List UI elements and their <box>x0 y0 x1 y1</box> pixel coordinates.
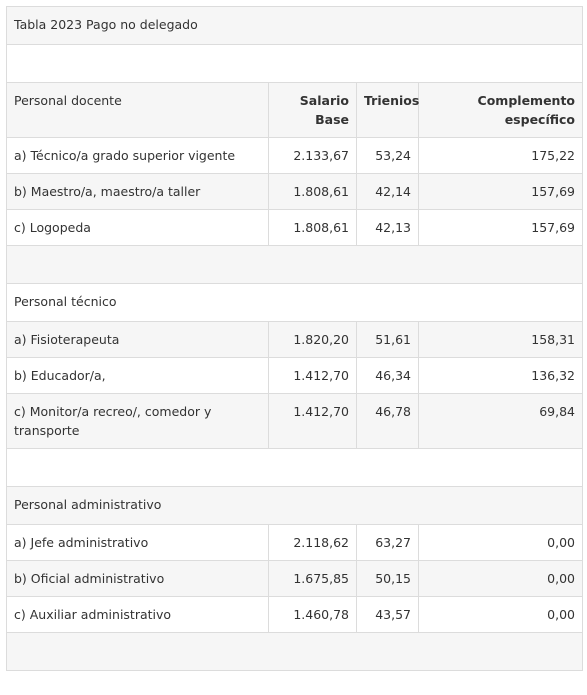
trienios-cell: 46,34 <box>356 357 419 394</box>
complement-cell: 157,69 <box>417 173 584 210</box>
table-row: a) Fisioterapeuta 1.820,20 51,61 158,31 <box>6 321 584 358</box>
trienios-cell: 53,24 <box>356 137 419 174</box>
salary-cell: 2.133,67 <box>268 137 357 174</box>
trienios-cell: 42,14 <box>356 173 419 210</box>
complement-cell: 69,84 <box>417 393 584 449</box>
salary-cell: 2.118,62 <box>268 524 357 561</box>
row-label: c) Monitor/a recreo/, comedor y transport… <box>6 393 269 449</box>
table-title-row: Tabla 2023 Pago no delegado <box>5 6 584 45</box>
complement-cell: 136,32 <box>417 357 584 394</box>
section-row-tecnico: Personal técnico <box>5 283 584 322</box>
row-label: b) Oficial administrativo <box>6 560 269 597</box>
salary-cell: 1.808,61 <box>268 209 357 246</box>
table-row: b) Oficial administrativo 1.675,85 50,15… <box>6 560 584 597</box>
table-row: b) Maestro/a, maestro/a taller 1.808,61 … <box>6 173 584 210</box>
header-category: Personal docente <box>6 82 269 138</box>
row-label: a) Jefe administrativo <box>6 524 269 561</box>
salary-cell: 1.412,70 <box>268 393 357 449</box>
table-title: Tabla 2023 Pago no delegado <box>5 6 584 45</box>
salary-cell: 1.412,70 <box>268 357 357 394</box>
table-row: c) Auxiliar administrativo 1.460,78 43,5… <box>6 596 584 633</box>
spacer-row <box>5 632 584 671</box>
complement-cell: 0,00 <box>417 560 584 597</box>
table-row: b) Educador/a, 1.412,70 46,34 136,32 <box>6 357 584 394</box>
salary-cell: 1.820,20 <box>268 321 357 358</box>
table-row: c) Logopeda 1.808,61 42,13 157,69 <box>6 209 584 246</box>
header-complement: Complemento específico <box>417 82 584 138</box>
row-label: b) Maestro/a, maestro/a taller <box>6 173 269 210</box>
table-row: a) Técnico/a grado superior vigente 2.13… <box>6 137 584 174</box>
salary-table: Tabla 2023 Pago no delegado Personal doc… <box>5 6 584 671</box>
header-trienios: Trienios <box>356 82 419 138</box>
section-title: Personal administrativo <box>5 486 584 525</box>
spacer-row <box>5 44 584 83</box>
spacer-row <box>5 245 584 284</box>
salary-cell: 1.808,61 <box>268 173 357 210</box>
complement-cell: 158,31 <box>417 321 584 358</box>
trienios-cell: 42,13 <box>356 209 419 246</box>
section-row-admin: Personal administrativo <box>5 486 584 525</box>
salary-cell: 1.675,85 <box>268 560 357 597</box>
row-label: a) Técnico/a grado superior vigente <box>6 137 269 174</box>
header-row: Personal docente Salario Base Trienios Co… <box>6 82 584 138</box>
row-label: a) Fisioterapeuta <box>6 321 269 358</box>
complement-cell: 0,00 <box>417 596 584 633</box>
row-label: c) Logopeda <box>6 209 269 246</box>
row-label: c) Auxiliar administrativo <box>6 596 269 633</box>
section-title: Personal técnico <box>5 283 584 322</box>
spacer-row <box>5 448 584 487</box>
header-salary: Salario Base <box>268 82 357 138</box>
table-row: c) Monitor/a recreo/, comedor y transport… <box>6 393 584 449</box>
row-label: b) Educador/a, <box>6 357 269 394</box>
complement-cell: 157,69 <box>417 209 584 246</box>
complement-cell: 0,00 <box>417 524 584 561</box>
trienios-cell: 50,15 <box>356 560 419 597</box>
salary-cell: 1.460,78 <box>268 596 357 633</box>
salary-table-container: Tabla 2023 Pago no delegado Personal doc… <box>5 6 584 671</box>
trienios-cell: 63,27 <box>356 524 419 561</box>
complement-cell: 175,22 <box>417 137 584 174</box>
trienios-cell: 46,78 <box>356 393 419 449</box>
trienios-cell: 43,57 <box>356 596 419 633</box>
table-row: a) Jefe administrativo 2.118,62 63,27 0,… <box>6 524 584 561</box>
trienios-cell: 51,61 <box>356 321 419 358</box>
